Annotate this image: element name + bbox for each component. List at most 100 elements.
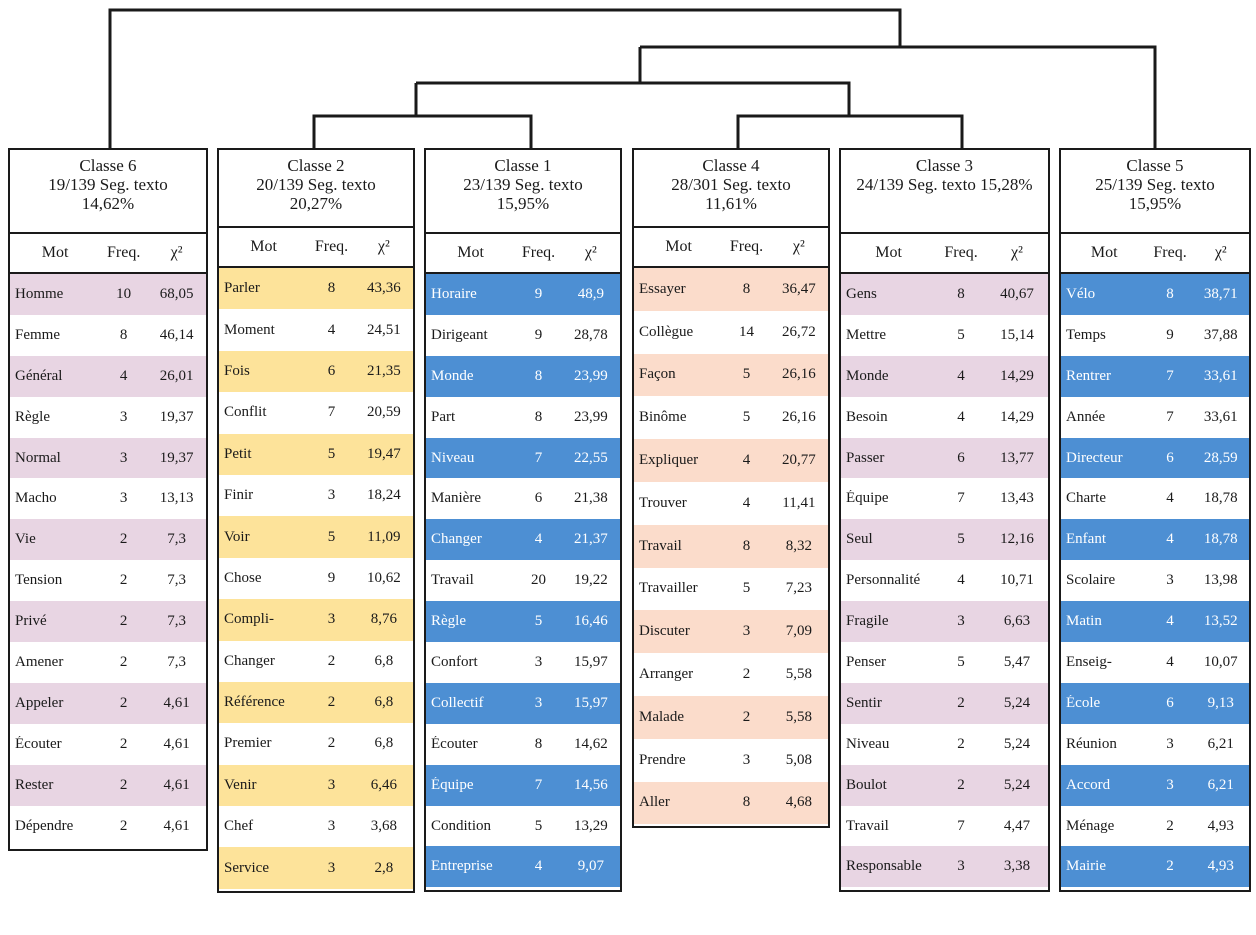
column-header-freq: Freq. [107, 244, 141, 261]
cell-mot: Voir [224, 528, 250, 545]
classe-3-header-name: Classe 3 [915, 156, 974, 175]
cell-mot: Vie [15, 531, 36, 548]
cell-chi: 46,14 [159, 326, 194, 343]
column-header-freq: Freq. [314, 238, 349, 255]
cell-freq: 4 [957, 367, 965, 384]
cell-mot: Aller [639, 794, 670, 811]
cell-chi: 10,62 [367, 569, 401, 586]
cell-freq: 5 [327, 528, 336, 545]
cell-chi: 15,97 [574, 694, 608, 711]
cell-freq: 3 [957, 613, 965, 630]
table-row: Manière 6 21,38 [426, 478, 620, 519]
classe-1-header-name: Classe 1 [494, 156, 552, 175]
classe-3-header: Classe 3 24/139 Seg. texto 15,28% [841, 150, 1048, 234]
cell-freq: 4 [742, 494, 751, 511]
cell-chi: 38,71 [1203, 285, 1238, 302]
dendrogram-branch-c [416, 81, 851, 116]
cell-mot: Binôme [639, 409, 687, 426]
table-row: Condition 5 13,29 [426, 806, 620, 847]
cell-mot: Référence [224, 694, 285, 711]
table-row: Niveau 2 5,24 [841, 724, 1048, 765]
classe-1-column-headers: Mot Freq. χ² [426, 234, 620, 274]
cell-mot: Travail [431, 572, 474, 589]
column-header-chi: χ² [170, 244, 183, 261]
dendrogram-root-branch [108, 8, 902, 148]
column-header-freq: Freq. [1153, 244, 1187, 261]
cell-chi: 10,07 [1203, 653, 1238, 670]
table-row: Temps 9 37,88 [1061, 315, 1249, 356]
cell-chi: 5,58 [785, 708, 812, 725]
cell-freq: 5 [327, 445, 336, 462]
cell-mot: Privé [15, 613, 47, 630]
cell-freq: 4 [327, 321, 336, 338]
cell-freq: 9 [327, 569, 336, 586]
cell-freq: 3 [327, 859, 336, 876]
cell-freq: 2 [119, 531, 128, 548]
cell-chi: 4,61 [163, 735, 190, 752]
cell-chi: 14,29 [1000, 367, 1034, 384]
cell-chi: 19,37 [159, 449, 194, 466]
table-row: Fragile 3 6,63 [841, 601, 1048, 643]
cell-chi: 48,9 [577, 285, 604, 302]
cell-mot: Arranger [639, 666, 694, 683]
cell-mot: Rester [15, 776, 54, 793]
table-row: Monde 8 23,99 [426, 355, 620, 397]
cell-freq: 3 [957, 858, 965, 875]
cell-chi: 6,8 [374, 652, 394, 669]
cell-freq: 6 [534, 490, 543, 507]
cell-chi: 43,36 [367, 280, 401, 297]
cell-chi: 13,77 [1000, 449, 1034, 466]
classe-6-panel: Classe 6 19/139 Seg. texto 14,62% Mot Freq. χ… [8, 148, 208, 851]
cell-chi: 14,56 [574, 776, 608, 793]
table-row: Essayer 8 36,47 [634, 268, 828, 311]
table-row: Général 4 26,01 [10, 355, 206, 397]
cell-freq: 2 [119, 613, 128, 630]
cell-chi: 10,71 [1000, 572, 1034, 589]
cell-mot: Seul [846, 531, 873, 548]
cell-freq: 4 [119, 367, 128, 384]
table-row: Chose 9 10,62 [219, 558, 413, 599]
cell-freq: 4 [1166, 613, 1174, 630]
cell-chi: 2,8 [374, 859, 394, 876]
cell-chi: 5,47 [1003, 653, 1031, 670]
table-row: Responsable 3 3,38 [841, 846, 1048, 888]
cell-chi: 4,93 [1207, 858, 1234, 875]
classe-3-panel: Classe 3 24/139 Seg. texto 15,28% Mot Freq.… [839, 148, 1050, 892]
cell-mot: Discuter [639, 623, 690, 640]
cell-mot: Écouter [431, 735, 478, 752]
classe-6-header-line3: 14,62% [81, 194, 135, 213]
classe-3-word-list: Gens 8 40,67 Mettre 5 15,14 Monde 4 14,29 Besoin 4… [841, 274, 1048, 888]
cell-freq: 8 [742, 280, 751, 297]
cell-chi: 26,72 [782, 323, 816, 340]
table-row: Personnalité 4 10,71 [841, 560, 1048, 601]
cell-freq: 2 [119, 817, 128, 834]
cell-freq: 3 [1166, 776, 1174, 793]
cell-freq: 7 [534, 776, 543, 793]
cell-chi: 33,61 [1203, 408, 1238, 425]
cell-freq: 2 [742, 708, 751, 725]
column-header-freq: Freq. [729, 238, 764, 255]
table-row: Dirigeant 9 28,78 [426, 315, 620, 356]
cell-mot: Gens [846, 285, 877, 302]
classe-3-header-line2: 24/139 Seg. texto 15,28% [856, 175, 1033, 194]
classe-6-header-line2: 19/139 Seg. texto [48, 175, 168, 194]
cell-freq: 6 [1166, 694, 1174, 711]
cell-freq: 3 [534, 653, 543, 670]
cell-mot: Directeur [1066, 449, 1123, 466]
classe-3-column-headers: Mot Freq. χ² [841, 234, 1048, 274]
cell-freq: 6 [1166, 449, 1174, 466]
cell-chi: 18,24 [367, 487, 401, 504]
table-row: Macho 3 13,13 [10, 478, 206, 519]
column-header-chi: χ² [1214, 244, 1227, 261]
cell-chi: 26,16 [782, 366, 816, 383]
cell-mot: Monde [846, 367, 889, 384]
cell-mot: Général [15, 367, 63, 384]
dendrogram [108, 8, 1157, 148]
cell-freq: 3 [327, 818, 336, 835]
table-row: Référence 2 6,8 [219, 681, 413, 724]
table-row: Binôme 5 26,16 [634, 396, 828, 439]
dendrogram-branch-4-3 [736, 114, 964, 148]
cell-freq: 3 [327, 487, 336, 504]
cell-freq: 8 [534, 367, 543, 384]
cell-chi: 15,97 [574, 653, 608, 670]
